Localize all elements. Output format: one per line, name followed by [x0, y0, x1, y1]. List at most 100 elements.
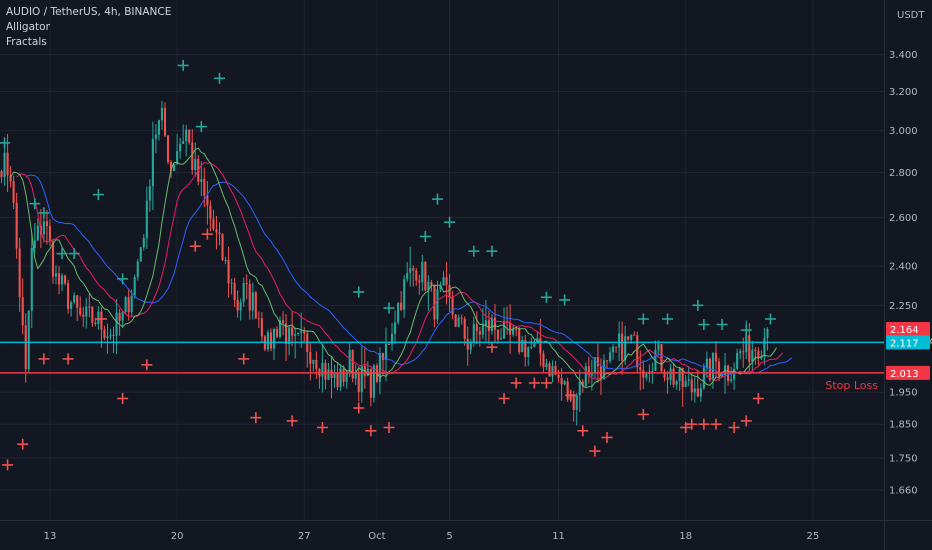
candle-body — [48, 226, 52, 242]
candle — [427, 275, 430, 311]
candle-body — [542, 353, 545, 368]
candle-body — [615, 346, 618, 348]
candle-body — [209, 205, 212, 219]
candle-body — [351, 350, 354, 379]
candle — [354, 364, 357, 386]
candle-body — [112, 335, 115, 337]
candle — [421, 254, 424, 292]
candle-body — [278, 320, 282, 337]
candle — [142, 234, 145, 251]
candle — [336, 363, 339, 391]
candle-body — [97, 311, 100, 324]
price-tick-label: 3.200 — [889, 87, 918, 98]
candle — [527, 346, 530, 366]
candle — [681, 367, 684, 407]
candle-body — [515, 328, 518, 330]
alligator-lips-line — [10, 147, 777, 389]
candle-body — [596, 357, 599, 367]
candle — [173, 163, 176, 172]
time-tick-label: 18 — [679, 531, 692, 542]
candle-body — [551, 365, 554, 377]
candle — [730, 366, 733, 384]
candle-body — [499, 338, 503, 340]
candle-body — [572, 394, 575, 410]
stop-price-badge-bg — [886, 365, 930, 380]
candle-body — [742, 351, 745, 353]
candle — [739, 348, 742, 360]
candle-body — [739, 351, 742, 353]
time-axis: 13 20 27 Oct 5 11 18 25 — [44, 531, 820, 542]
candle-body — [275, 328, 279, 337]
candle-body — [179, 143, 182, 152]
fractal-down-marker — [510, 377, 522, 389]
candle — [545, 359, 548, 371]
candle — [563, 379, 566, 386]
candle-body — [27, 310, 30, 370]
fractal-down-marker — [540, 377, 552, 389]
indicator-alligator[interactable]: Alligator — [6, 21, 50, 33]
candle-body — [336, 372, 339, 388]
candle-body — [378, 352, 381, 382]
alligator-teeth-line — [16, 161, 783, 382]
candle — [503, 307, 506, 339]
candle — [309, 342, 312, 381]
price-tick-label: 2.400 — [889, 262, 918, 273]
candle — [282, 311, 285, 336]
candle-body — [330, 369, 333, 378]
candle — [230, 278, 233, 295]
candle — [30, 233, 33, 329]
fractal-down-marker — [17, 438, 29, 450]
time-tick-label: 20 — [171, 531, 184, 542]
candle — [136, 259, 139, 281]
candle — [221, 232, 224, 261]
fractal-up-marker — [662, 313, 674, 325]
candle — [608, 347, 612, 364]
candle — [451, 290, 454, 320]
candles — [0, 100, 769, 426]
candle — [57, 266, 61, 295]
candle-body — [248, 283, 251, 311]
candle — [94, 317, 97, 327]
candle — [584, 362, 587, 388]
candle — [669, 363, 672, 385]
symbol-title[interactable]: AUDIO / TetherUS, 4h, BINANCE — [6, 6, 172, 18]
price-tick-label: 2.600 — [889, 213, 918, 224]
candle-body — [127, 297, 130, 313]
indicator-fractals[interactable]: Fractals — [6, 36, 47, 48]
candle — [245, 274, 248, 300]
candle-body — [754, 349, 757, 351]
candle — [127, 288, 130, 321]
candle — [418, 274, 421, 295]
fractal-down-marker — [710, 418, 722, 430]
candle-body — [566, 381, 569, 400]
candle — [242, 277, 245, 307]
candle-body — [557, 374, 560, 379]
candle — [381, 352, 385, 376]
fractal-up-marker — [764, 313, 776, 325]
candle — [145, 186, 148, 249]
fractal-down-marker — [577, 425, 589, 437]
candle — [466, 326, 469, 366]
candle-body — [266, 332, 269, 350]
fractal-up-marker — [29, 198, 41, 210]
stop-price-badge: 2.013 — [886, 365, 930, 380]
candle — [121, 311, 124, 329]
candle — [275, 325, 279, 339]
fractal-down-marker — [680, 421, 692, 433]
candle — [139, 246, 142, 262]
candle — [179, 137, 182, 159]
candle-body — [736, 352, 739, 369]
candle-body — [433, 284, 436, 320]
candle — [339, 364, 342, 392]
candle-body — [678, 368, 681, 382]
candle — [360, 346, 363, 403]
candle — [357, 366, 360, 402]
candle — [627, 336, 630, 341]
candle — [61, 273, 64, 291]
candle-body — [121, 312, 124, 321]
candle-body — [160, 107, 164, 121]
candle-body — [15, 202, 18, 249]
candle-body — [418, 280, 421, 283]
candle-body — [757, 350, 760, 359]
